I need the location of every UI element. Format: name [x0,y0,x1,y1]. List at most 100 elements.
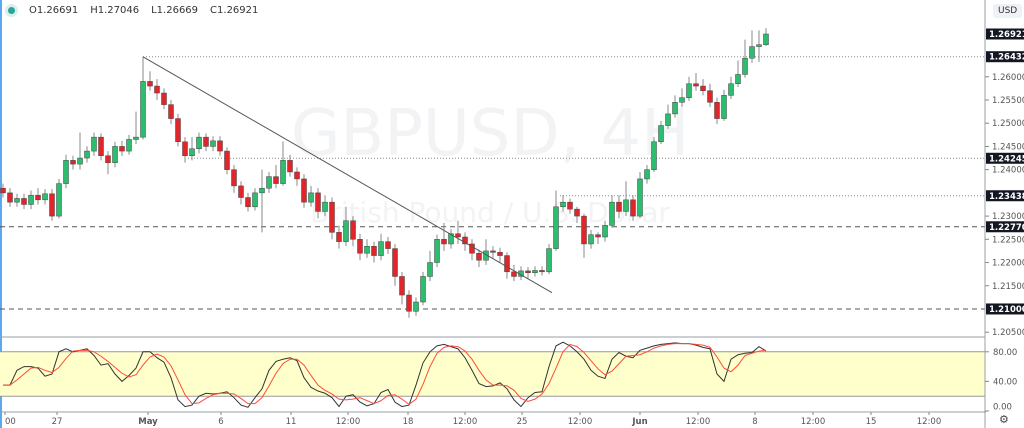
legend-high: H1.27046 [90,5,140,16]
candle [126,134,132,155]
time-axis[interactable]: 00 27 May 6 11 12:00 18 12:00 25 12:00 Jun 12:00 8 12… [4,412,942,427]
gear-icon[interactable]: ⚙ [999,413,1009,426]
candle-body-down [714,102,720,119]
candle [49,189,55,221]
time-tick-label: 11 [286,417,297,427]
time-tick-label: Jun [631,417,647,427]
candle-body-down [700,85,706,91]
price-level-label: 1.23438 [989,192,1024,202]
candle-body-up [126,139,132,152]
candle-body-down [476,252,482,261]
price-level-tag [986,152,1024,164]
candle-body-down [168,104,174,119]
candle-body-up [427,262,433,277]
candle-body-up [679,97,685,103]
candle-body-up [259,187,265,194]
candle [700,79,706,96]
candle [28,190,34,210]
candle [560,195,566,212]
candle-body-down [70,160,76,165]
time-tick-label: 12:00 [336,417,361,427]
candle-body-up [378,241,384,256]
candle-body-down [399,276,405,296]
price-tick-label: 1.25500 [992,96,1024,106]
time-tick-label: 12:00 [686,417,711,427]
candle [98,133,104,161]
candle [462,232,468,251]
candle [245,192,251,212]
candle-body-up [112,146,118,163]
candle-body-up [133,136,139,140]
candle [693,73,699,91]
candle [105,151,111,175]
price-level-label: 1.26921 [989,30,1024,40]
trendline[interactable] [142,56,553,294]
time-tick-label: 27 [52,417,63,427]
candle-body-down [595,234,601,238]
candle [322,195,328,217]
candle [70,155,76,170]
time-tick-label: 12:00 [917,417,942,427]
candle [35,188,41,205]
candle [301,174,307,208]
candle [574,206,580,224]
candle-body-down [105,155,111,163]
candle-body-up [364,246,370,254]
candle [588,230,594,249]
candle-body-down [462,236,468,245]
price-tick-label: 1.24500 [992,142,1024,152]
candle [238,181,244,205]
candle [336,225,342,249]
candle [63,154,69,189]
candle [623,181,629,217]
candle [567,198,573,214]
candle-body-down [455,233,461,238]
candle [406,290,412,318]
candle-body-down [294,171,300,180]
time-tick-label: May [138,417,158,427]
legend-open: O1.26691 [29,5,79,16]
candle [168,99,174,125]
candle [679,88,685,107]
legend-close: C1.26921 [210,5,259,16]
candle [378,233,384,261]
candle [602,220,608,242]
candle-body-up [189,148,195,156]
candle [371,241,377,263]
candle [14,193,20,207]
price-level-label: 1.26432 [989,53,1024,63]
price-level-tag [986,51,1024,63]
candle [273,165,279,189]
price-axis[interactable]: 1.20500 1.21500 1.22000 1.22500 1.23000 1.240… [985,0,1024,428]
candle [364,239,370,258]
candle [154,79,160,100]
candle-body-up [721,95,727,119]
candle-body-down [301,178,307,203]
price-tick-label: 1.25000 [992,119,1024,129]
stochastic-pane [0,341,985,408]
candle-body-down [287,160,293,173]
candle [210,136,216,152]
price-level-tag [986,28,1024,40]
candle-body-up [322,201,328,212]
candle-body-down [469,243,475,254]
candle [91,132,97,156]
candle [707,83,713,107]
candle [756,30,762,62]
candle-body-up [210,140,216,147]
price-axis-bg [986,0,1024,428]
candle-body-down [238,185,244,198]
currency-badge[interactable]: USD [993,4,1023,18]
candle-body-up [672,102,678,115]
candle-body-up [252,192,258,208]
candle-body-down [7,192,13,203]
candle [224,147,230,175]
candle [294,167,300,186]
price-level-tag [986,303,1024,315]
stoch-tick-label: 0.00 [993,403,1012,413]
candle [182,137,188,163]
candle-body-down [98,136,104,156]
candle-body-up [77,157,83,165]
candle [546,243,552,275]
